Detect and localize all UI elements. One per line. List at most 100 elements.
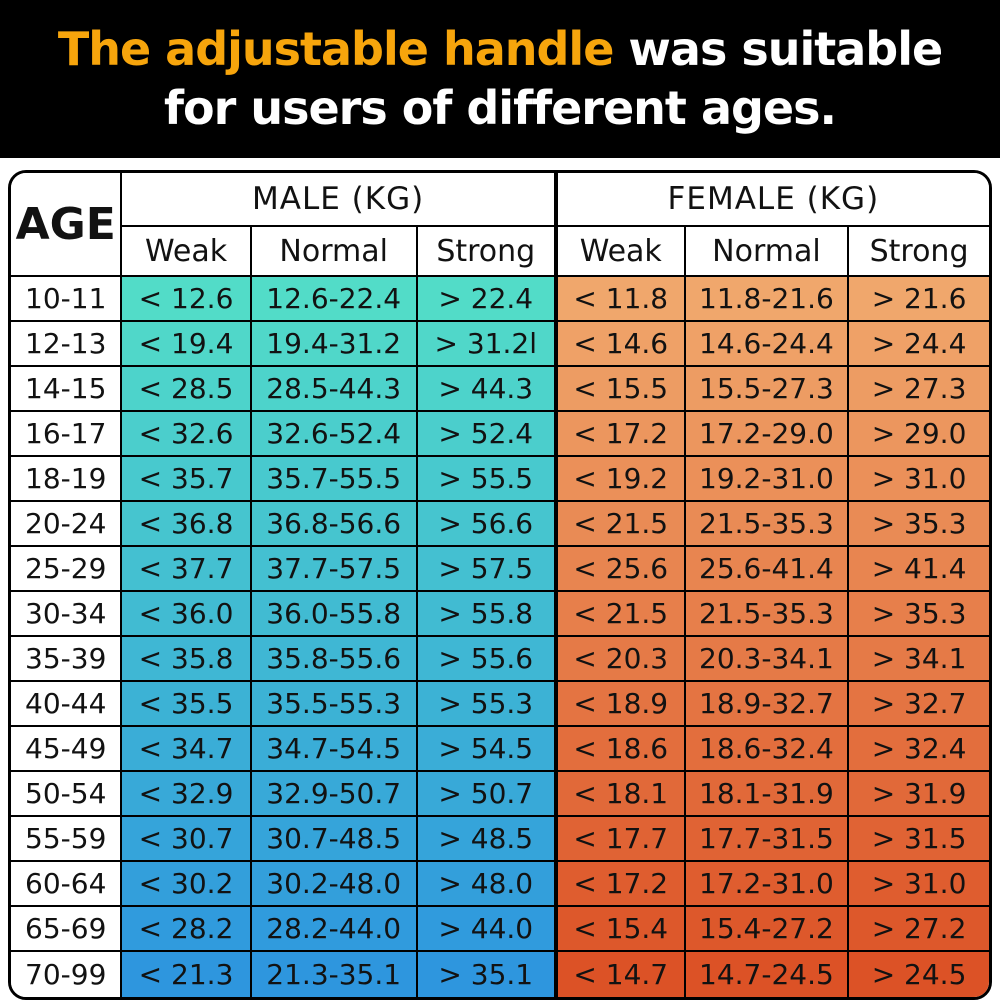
female-value-cell: 18.6-32.4 [685, 727, 850, 772]
female-normal-header: Normal [685, 227, 850, 277]
female-value-cell: 18.1-31.9 [685, 772, 850, 817]
female-strong-header: Strong [849, 227, 989, 277]
age-cell: 12-13 [11, 322, 123, 367]
male-value-cell: 34.7-54.5 [251, 727, 418, 772]
female-value-cell: < 18.1 [555, 772, 686, 817]
male-strong-header: Strong [417, 227, 556, 277]
male-value-cell: > 31.2l [417, 322, 556, 367]
age-cell: 16-17 [11, 412, 123, 457]
table-row: 25-29 < 37.7 37.7-57.5 > 57.5 < 25.6 25.6-41.… [11, 547, 989, 592]
female-value-cell: 20.3-34.1 [685, 637, 850, 682]
female-value-cell: < 14.7 [555, 952, 686, 997]
female-value-cell: 14.6-24.4 [685, 322, 850, 367]
age-column-header: AGE [11, 173, 123, 277]
female-value-cell: 11.8-21.6 [685, 277, 850, 322]
male-value-cell: < 36.8 [122, 502, 252, 547]
age-cell: 70-99 [11, 952, 123, 997]
male-value-cell: > 48.0 [417, 862, 556, 907]
male-value-cell: 30.2-48.0 [251, 862, 418, 907]
male-value-cell: < 19.4 [122, 322, 252, 367]
title-highlight: The adjustable handle [57, 22, 615, 77]
age-cell: 60-64 [11, 862, 123, 907]
female-value-cell: > 32.7 [849, 682, 989, 727]
female-value-cell: > 31.5 [849, 817, 989, 862]
female-value-cell: 21.5-35.3 [685, 502, 850, 547]
age-cell: 65-69 [11, 907, 123, 952]
table-row: 65-69 < 28.2 28.2-44.0 > 44.0 < 15.4 15.4-27.… [11, 907, 989, 952]
female-value-cell: 15.4-27.2 [685, 907, 850, 952]
female-value-cell: < 15.4 [555, 907, 686, 952]
female-group-header: FEMALE (KG) [555, 173, 989, 227]
male-group-header: MALE (KG) [122, 173, 556, 227]
male-value-cell: > 52.4 [417, 412, 556, 457]
female-value-cell: < 14.6 [555, 322, 686, 367]
male-value-cell: < 35.7 [122, 457, 252, 502]
age-cell: 45-49 [11, 727, 123, 772]
group-header-row: AGE MALE (KG) FEMALE (KG) [11, 173, 989, 277]
male-value-cell: < 21.3 [122, 952, 252, 997]
female-value-cell: < 17.2 [555, 862, 686, 907]
female-value-cell: 17.7-31.5 [685, 817, 850, 862]
male-value-cell: < 30.2 [122, 862, 252, 907]
table-row: 10-11 < 12.6 12.6-22.4 > 22.4 < 11.8 11.8-21.… [11, 277, 989, 322]
male-value-cell: < 36.0 [122, 592, 252, 637]
male-weak-header: Weak [122, 227, 252, 277]
male-value-cell: < 32.9 [122, 772, 252, 817]
male-value-cell: < 28.2 [122, 907, 252, 952]
male-value-cell: > 55.3 [417, 682, 556, 727]
female-value-cell: 25.6-41.4 [685, 547, 850, 592]
female-value-cell: 21.5-35.3 [685, 592, 850, 637]
male-value-cell: 36.0-55.8 [251, 592, 418, 637]
age-cell: 50-54 [11, 772, 123, 817]
female-value-cell: > 31.0 [849, 457, 989, 502]
female-value-cell: > 35.3 [849, 502, 989, 547]
female-value-cell: > 41.4 [849, 547, 989, 592]
male-value-cell: 30.7-48.5 [251, 817, 418, 862]
age-cell: 20-24 [11, 502, 123, 547]
female-value-cell: 19.2-31.0 [685, 457, 850, 502]
male-value-cell: < 34.7 [122, 727, 252, 772]
male-value-cell: 35.8-55.6 [251, 637, 418, 682]
title-line-1: The adjustable handle was suitable [57, 20, 943, 79]
male-value-cell: > 44.3 [417, 367, 556, 412]
male-value-cell: 32.9-50.7 [251, 772, 418, 817]
male-value-cell: < 12.6 [122, 277, 252, 322]
table-body: 10-11 < 12.6 12.6-22.4 > 22.4 < 11.8 11.8-21.… [11, 277, 989, 997]
female-value-cell: > 32.4 [849, 727, 989, 772]
male-value-cell: > 57.5 [417, 547, 556, 592]
strength-table: AGE MALE (KG) FEMALE (KG) Weak Normal St… [8, 170, 992, 1000]
female-value-cell: < 18.6 [555, 727, 686, 772]
female-value-cell: < 18.9 [555, 682, 686, 727]
age-strength-table: AGE MALE (KG) FEMALE (KG) Weak Normal St… [11, 173, 989, 997]
table-row: 20-24 < 36.8 36.8-56.6 > 56.6 < 21.5 21.5-35.… [11, 502, 989, 547]
age-cell: 40-44 [11, 682, 123, 727]
age-cell: 14-15 [11, 367, 123, 412]
female-value-cell: 17.2-31.0 [685, 862, 850, 907]
male-value-cell: > 55.8 [417, 592, 556, 637]
male-value-cell: 35.7-55.5 [251, 457, 418, 502]
female-value-cell: > 35.3 [849, 592, 989, 637]
male-value-cell: > 35.1 [417, 952, 556, 997]
female-value-cell: 14.7-24.5 [685, 952, 850, 997]
title-line-2: for users of different ages. [164, 81, 837, 135]
male-value-cell: < 30.7 [122, 817, 252, 862]
female-value-cell: > 24.5 [849, 952, 989, 997]
female-value-cell: 15.5-27.3 [685, 367, 850, 412]
male-value-cell: > 50.7 [417, 772, 556, 817]
age-cell: 18-19 [11, 457, 123, 502]
female-value-cell: > 31.9 [849, 772, 989, 817]
table-row: 45-49 < 34.7 34.7-54.5 > 54.5 < 18.6 18.6-32.… [11, 727, 989, 772]
male-value-cell: < 35.8 [122, 637, 252, 682]
female-value-cell: > 24.4 [849, 322, 989, 367]
female-value-cell: < 17.2 [555, 412, 686, 457]
male-value-cell: > 48.5 [417, 817, 556, 862]
female-value-cell: > 29.0 [849, 412, 989, 457]
male-value-cell: > 55.5 [417, 457, 556, 502]
female-value-cell: < 21.5 [555, 502, 686, 547]
table-row: 60-64 < 30.2 30.2-48.0 > 48.0 < 17.2 17.2-31.… [11, 862, 989, 907]
female-value-cell: < 20.3 [555, 637, 686, 682]
male-value-cell: > 54.5 [417, 727, 556, 772]
female-value-cell: < 11.8 [555, 277, 686, 322]
male-value-cell: 12.6-22.4 [251, 277, 418, 322]
table-row: 14-15 < 28.5 28.5-44.3 > 44.3 < 15.5 15.5-27.… [11, 367, 989, 412]
